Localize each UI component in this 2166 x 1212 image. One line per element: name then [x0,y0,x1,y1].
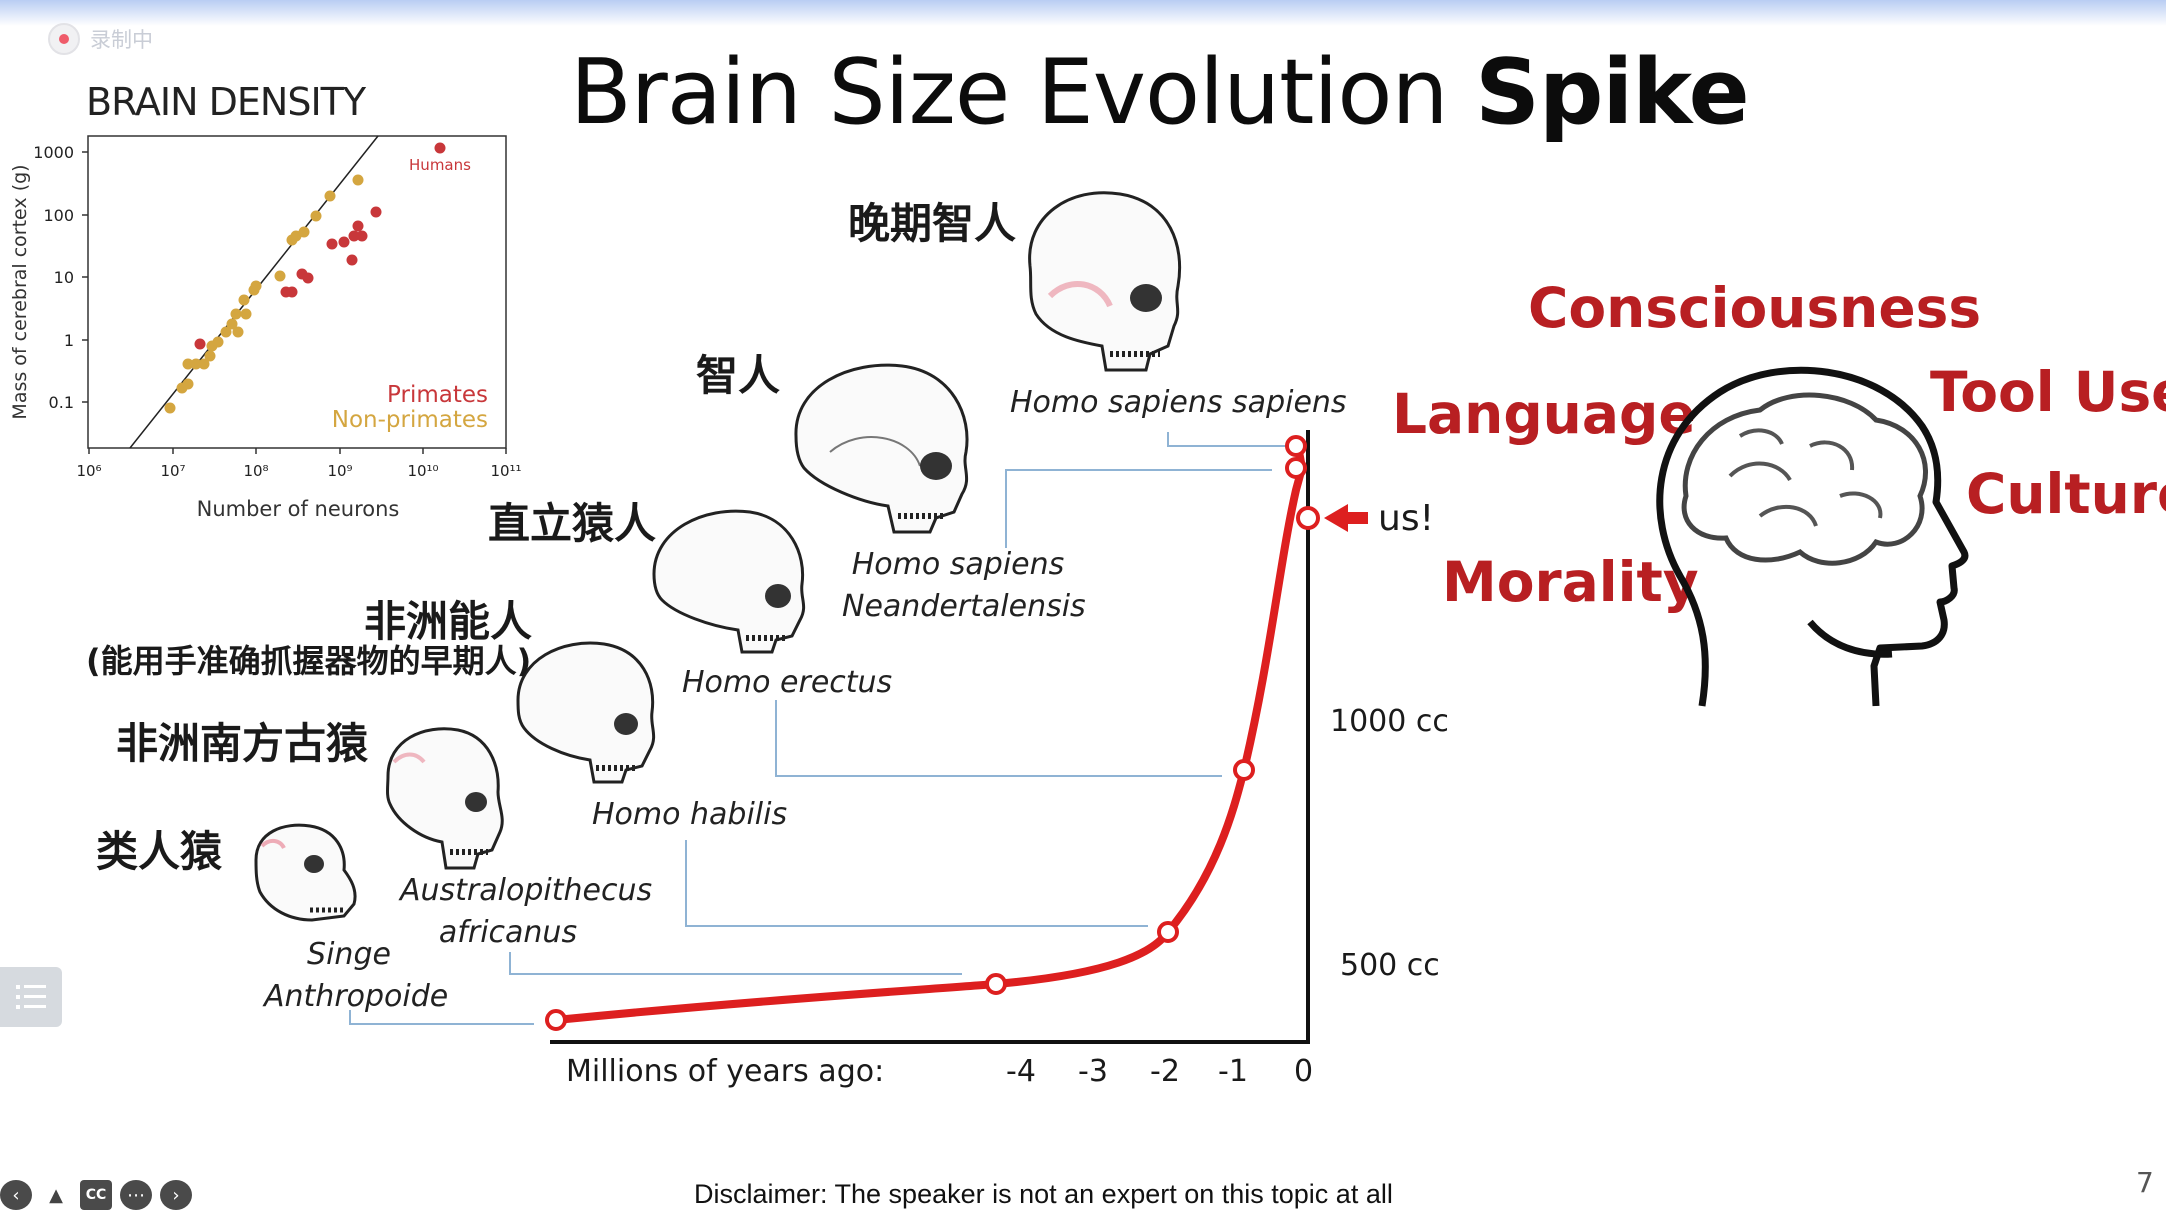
captions-icon: CC [85,1187,107,1203]
non-primate-points [164,174,364,414]
species-sapiens-sapiens: Homo sapiens sapiens [1010,385,1347,420]
y-label-500cc: 500 cc [1340,948,1440,983]
point-habilis [1157,921,1179,943]
y-label-1000cc: 1000 cc [1330,704,1449,739]
connector-sapiens-sapiens [1167,432,1292,447]
trait-morality: Morality [1442,550,1699,614]
x-tick-minus-2: -2 [1150,1054,1180,1089]
slide-title: Brain Size Evolution Spike [570,40,1750,145]
stage-label-ape: 类人猿 [96,827,223,876]
skull-singe-icon [254,823,357,922]
y-tick-1000: 1000 [33,143,74,162]
previous-slide-button[interactable]: ‹ [0,1180,32,1210]
brain-density-chart: 1000 100 10 1 0.1 10⁶ 10⁷ 10⁸ 10⁹ 10¹⁰ 1… [9,135,522,521]
y-tick-100: 100 [43,206,74,225]
x-axis-title: Millions of years ago: [566,1054,885,1089]
species-neandertal-line2: Neandertalensis [842,589,1086,624]
pointer-icon: ▲ [49,1184,63,1206]
list-icon [16,985,46,1009]
page-number: 7 [2136,1166,2154,1199]
legend-non-primates: Non-primates [332,407,488,433]
species-singe-line2: Anthropoide [264,979,449,1014]
us-arrow-icon [1324,504,1368,532]
connector-erectus [775,700,1222,777]
x-tick-0: 0 [1294,1054,1314,1089]
disclaimer-text: Disclaimer: The speaker is not an expert… [694,1179,1393,1209]
stage-label-australopithecus: 非洲南方古猿 [116,719,369,768]
species-erectus: Homo erectus [682,665,893,700]
stage-label-erectus: 直立猿人 [488,499,657,548]
x-tick-1e10: 10¹⁰ [407,462,438,480]
stage-label-sapiens: 智人 [696,351,781,400]
arrow-right-icon: › [172,1184,180,1206]
x-tick-minus-3: -3 [1078,1054,1108,1089]
x-tick-1e7: 10⁷ [160,462,185,480]
skull-australopithecus-icon [386,727,504,870]
trait-language: Language [1392,382,1696,446]
skull-erectus-icon [652,509,806,654]
skull-neandertal-icon [794,363,969,534]
y-tick-10: 10 [54,268,74,287]
species-neandertal: Homo sapiens Neandertalensis [842,544,1086,628]
slide-list-button[interactable] [0,967,62,1027]
species-australopithecus: Australopithecus africanus [400,870,653,954]
x-axis-label: Number of neurons [197,497,400,521]
y-tick-1: 1 [64,331,74,350]
species-habilis: Homo habilis [592,797,788,832]
x-tick-1e8: 10⁸ [243,462,268,480]
trait-culture: Culture [1966,462,2166,526]
captions-button[interactable]: CC [80,1180,112,1210]
y-tick-0-1: 0.1 [49,393,74,412]
species-neandertal-line1: Homo sapiens [851,547,1065,582]
trait-consciousness: Consciousness [1528,276,1982,340]
x-tick-1e6: 10⁶ [76,462,101,480]
species-australopithecus-line2: africanus [438,915,578,950]
point-sapiens-sapiens [1285,435,1307,457]
connector-neandertal [1005,469,1272,548]
record-icon [48,23,80,55]
stage-label-habilis: 非洲能人 [364,597,533,646]
humans-point [434,142,446,154]
point-erectus [1233,759,1255,781]
recording-label: 录制中 [90,28,153,52]
y-axis-label: Mass of cerebral cortex (g) [9,164,31,419]
point-us [1296,506,1320,530]
next-slide-button[interactable]: › [160,1180,192,1210]
brain-density-plot-frame [87,135,507,449]
more-options-button[interactable]: ⋯ [120,1180,152,1210]
stage-note-habilis: (能用手准确抓握器物的早期人) [86,642,532,680]
x-tick-1e11: 10¹¹ [490,462,521,480]
point-singe [545,1009,567,1031]
slide-title-bold: Spike [1475,40,1750,145]
head-brain-icon [1656,366,1969,707]
x-tick-minus-1: -1 [1218,1054,1248,1089]
presentation-toolbar: ‹ ▲ CC ⋯ › [0,1180,192,1210]
x-tick-1e9: 10⁹ [327,462,352,480]
species-singe: Singe Anthropoide [264,934,449,1018]
connector-habilis [685,840,1148,927]
point-australopithecus [985,973,1007,995]
slide-title-plain: Brain Size Evolution [570,40,1476,145]
connector-australopithecus [509,952,962,975]
us-label: us! [1378,498,1435,539]
pointer-button[interactable]: ▲ [40,1180,72,1210]
trait-tool-use: Tool Use [1930,360,2166,424]
x-tick-minus-4: -4 [1006,1054,1036,1089]
arrow-left-icon: ‹ [12,1184,20,1206]
humans-label: Humans [409,156,471,174]
more-icon: ⋯ [127,1184,145,1206]
legend-primates: Primates [387,382,488,408]
species-australopithecus-line1: Australopithecus [400,873,653,908]
skull-sapiens-sapiens-icon [1028,191,1182,372]
window-top-bar [0,0,2166,26]
recording-indicator[interactable]: 录制中 [48,23,153,55]
species-singe-line1: Singe [307,937,391,972]
stage-label-late-sapiens: 晚期智人 [848,199,1017,248]
point-neandertal [1285,457,1307,479]
skull-habilis-icon [516,641,656,784]
brain-density-title: BRAIN DENSITY [86,80,366,124]
primate-points [194,142,446,350]
